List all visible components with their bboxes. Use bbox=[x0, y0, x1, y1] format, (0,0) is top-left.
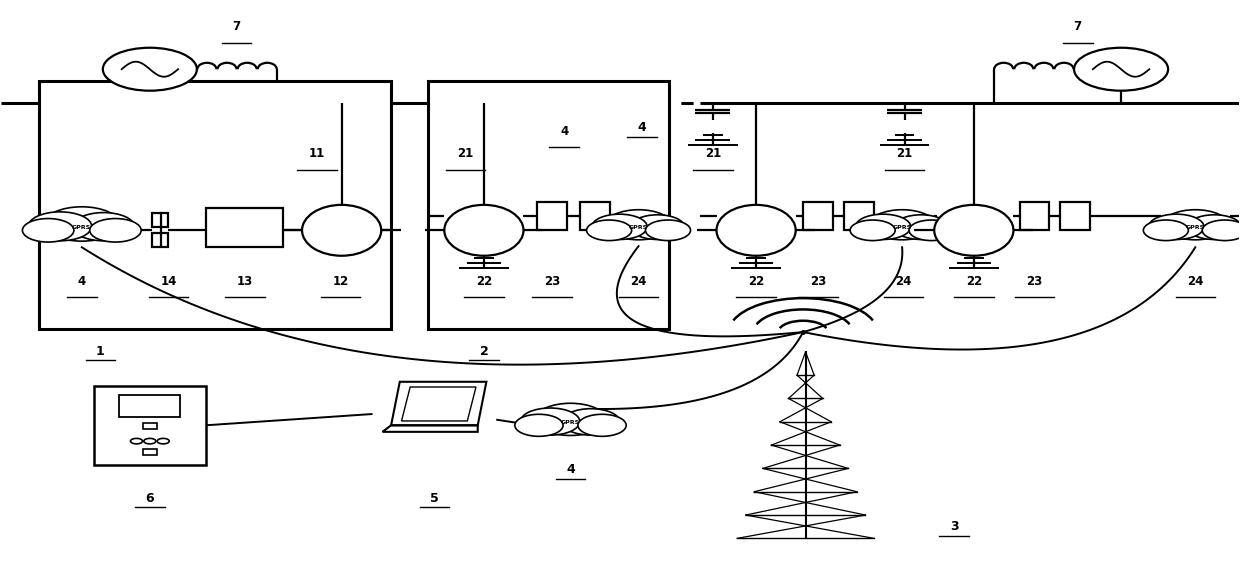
Circle shape bbox=[1203, 220, 1240, 241]
Text: 7: 7 bbox=[1074, 20, 1081, 34]
Circle shape bbox=[89, 219, 141, 242]
Text: GPRS: GPRS bbox=[893, 225, 911, 230]
Text: 1: 1 bbox=[95, 345, 104, 358]
Circle shape bbox=[130, 438, 143, 444]
Text: 12: 12 bbox=[332, 275, 348, 287]
Text: 3: 3 bbox=[950, 520, 959, 533]
Text: 7: 7 bbox=[232, 20, 241, 34]
Circle shape bbox=[578, 414, 626, 436]
Ellipse shape bbox=[444, 205, 523, 256]
Circle shape bbox=[144, 438, 156, 444]
Text: 22: 22 bbox=[748, 275, 764, 287]
FancyBboxPatch shape bbox=[153, 233, 169, 247]
Ellipse shape bbox=[934, 205, 1013, 256]
Circle shape bbox=[591, 214, 647, 240]
Text: GPRS: GPRS bbox=[72, 225, 92, 230]
Text: 14: 14 bbox=[160, 275, 176, 287]
FancyBboxPatch shape bbox=[206, 208, 284, 247]
Circle shape bbox=[157, 438, 169, 444]
Text: 4: 4 bbox=[560, 125, 568, 138]
Circle shape bbox=[1074, 48, 1168, 91]
FancyBboxPatch shape bbox=[1019, 202, 1049, 230]
Text: 2: 2 bbox=[480, 345, 489, 358]
Circle shape bbox=[562, 409, 620, 435]
FancyBboxPatch shape bbox=[580, 202, 610, 230]
FancyBboxPatch shape bbox=[1060, 202, 1090, 230]
Text: GPRS: GPRS bbox=[1185, 225, 1205, 230]
Text: 13: 13 bbox=[237, 275, 253, 287]
FancyBboxPatch shape bbox=[143, 423, 156, 429]
Circle shape bbox=[909, 220, 954, 241]
Text: 24: 24 bbox=[630, 275, 647, 287]
Circle shape bbox=[1148, 214, 1204, 240]
Circle shape bbox=[631, 215, 684, 240]
Text: 24: 24 bbox=[895, 275, 911, 287]
FancyBboxPatch shape bbox=[537, 202, 567, 230]
FancyBboxPatch shape bbox=[428, 81, 670, 329]
Text: 5: 5 bbox=[430, 492, 439, 504]
Circle shape bbox=[521, 408, 580, 435]
FancyBboxPatch shape bbox=[804, 202, 833, 230]
Ellipse shape bbox=[303, 205, 381, 256]
Text: 4: 4 bbox=[567, 463, 575, 477]
Circle shape bbox=[103, 48, 197, 91]
FancyBboxPatch shape bbox=[94, 386, 206, 465]
Circle shape bbox=[646, 220, 691, 241]
Circle shape bbox=[856, 214, 910, 240]
Circle shape bbox=[515, 414, 563, 436]
Circle shape bbox=[29, 212, 92, 241]
Circle shape bbox=[851, 220, 895, 241]
Text: 4: 4 bbox=[637, 122, 646, 135]
Circle shape bbox=[1143, 220, 1188, 241]
Circle shape bbox=[1162, 210, 1228, 240]
Text: 21: 21 bbox=[897, 148, 913, 161]
Ellipse shape bbox=[717, 205, 796, 256]
Text: 11: 11 bbox=[309, 148, 325, 161]
Text: 21: 21 bbox=[458, 148, 474, 161]
Circle shape bbox=[1188, 215, 1240, 240]
Text: 24: 24 bbox=[1187, 275, 1204, 287]
Circle shape bbox=[536, 403, 606, 436]
Text: 21: 21 bbox=[704, 148, 720, 161]
Circle shape bbox=[22, 219, 74, 242]
Text: 23: 23 bbox=[544, 275, 560, 287]
Text: 23: 23 bbox=[1027, 275, 1043, 287]
Text: 22: 22 bbox=[966, 275, 982, 287]
Circle shape bbox=[894, 215, 949, 240]
FancyBboxPatch shape bbox=[143, 449, 156, 456]
Circle shape bbox=[605, 210, 672, 240]
FancyBboxPatch shape bbox=[119, 395, 181, 417]
FancyBboxPatch shape bbox=[844, 202, 874, 230]
Text: GPRS: GPRS bbox=[560, 420, 580, 425]
Text: 23: 23 bbox=[810, 275, 826, 287]
FancyBboxPatch shape bbox=[38, 81, 391, 329]
Text: GPRS: GPRS bbox=[629, 225, 649, 230]
Circle shape bbox=[73, 212, 134, 241]
FancyBboxPatch shape bbox=[153, 214, 169, 227]
Text: 4: 4 bbox=[78, 275, 86, 287]
Circle shape bbox=[587, 220, 631, 241]
Circle shape bbox=[869, 210, 935, 240]
Text: 22: 22 bbox=[476, 275, 492, 287]
Text: 6: 6 bbox=[145, 492, 154, 504]
Circle shape bbox=[45, 207, 119, 241]
